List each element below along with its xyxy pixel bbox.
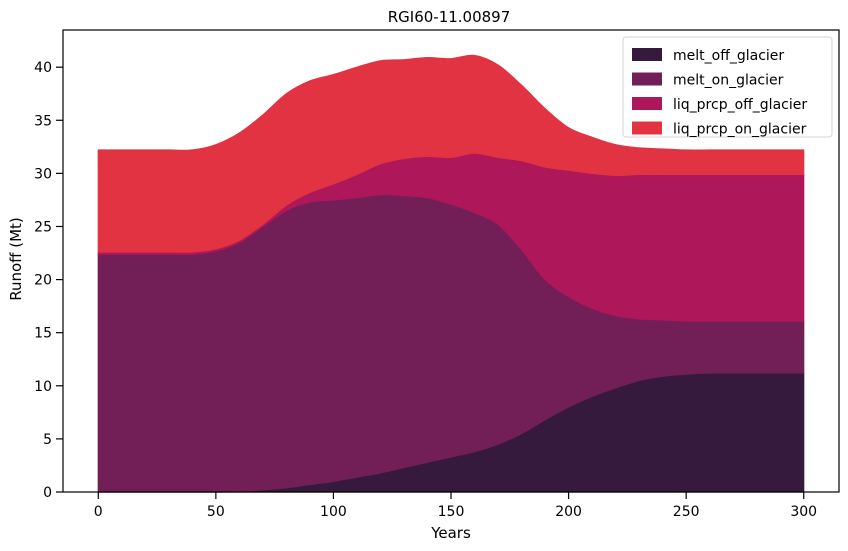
x-tick-label: 150 [438, 504, 465, 520]
x-tick-label: 250 [673, 504, 700, 520]
y-tick-label: 10 [34, 379, 52, 395]
legend-swatch [632, 72, 662, 86]
axes: 0 50 100 150 200 250 300 0 5 10 15 20 25 30 35 40 [34, 29, 840, 520]
y-tick-label: 5 [43, 432, 52, 448]
legend-label: melt_off_glacier [673, 48, 784, 64]
x-tick-label: 100 [320, 504, 347, 520]
legend: melt_off_glacier melt_on_glacier liq_prcp_… [622, 36, 833, 138]
legend-box [622, 36, 833, 138]
y-tick-label: 0 [43, 485, 52, 501]
legend-swatch [632, 48, 662, 61]
legend-label: liq_prcp_off_glacier [673, 97, 807, 113]
x-tick-label: 0 [94, 504, 103, 520]
legend-swatch [632, 121, 662, 135]
y-tick-label: 15 [34, 326, 52, 342]
legend-label: liq_prcp_on_glacier [673, 122, 807, 138]
y-tick-label: 35 [34, 113, 52, 129]
x-tick-label: 300 [790, 504, 817, 520]
y-tick-label: 20 [34, 273, 52, 289]
area-layers [97, 54, 805, 493]
y-tick-label: 30 [34, 166, 52, 182]
x-tick-label: 50 [207, 504, 225, 520]
x-tick-label: 200 [555, 504, 582, 520]
y-axis-label: Runoff (Mt) [7, 217, 25, 301]
y-tick-label: 25 [34, 219, 52, 235]
legend-swatch [632, 97, 662, 110]
area-liq-prcp-on-glacier [97, 54, 805, 253]
chart-title: RGI60-11.00897 [388, 8, 511, 26]
legend-label: melt_on_glacier [673, 73, 784, 89]
x-axis-label: Years [430, 524, 471, 542]
y-tick-label: 40 [34, 60, 52, 76]
